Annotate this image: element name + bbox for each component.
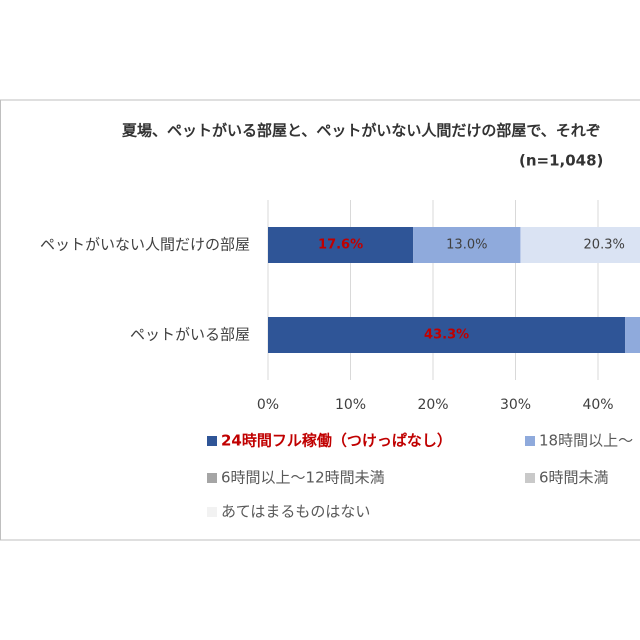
x-tick-label: 40% — [582, 397, 613, 413]
legend-label: 24時間フル稼働（つけっぱなし） — [221, 432, 452, 450]
x-tick-label: 30% — [500, 397, 531, 413]
chart-title: 夏場、ペットがいる部屋と、ペットがいない人間だけの部屋で、それぞ — [121, 122, 601, 140]
legend-swatch — [207, 507, 217, 517]
data-label: 43.3% — [424, 328, 469, 343]
legend-swatch — [207, 436, 217, 446]
bar-segment — [413, 227, 521, 263]
bar-segment — [625, 317, 640, 353]
y-tick-label: ペットがいない人間だけの部屋 — [40, 236, 250, 254]
x-tick-label: 0% — [257, 397, 279, 413]
x-tick-label: 10% — [335, 397, 366, 413]
chart-subtitle: (n=1,048) — [519, 152, 603, 170]
legend-label: 6時間未満 — [539, 469, 609, 487]
legend-swatch — [525, 436, 535, 446]
legend-label: あてはまるものはない — [221, 503, 370, 521]
y-tick-label: ペットがいる部屋 — [130, 326, 250, 344]
bar-segment — [520, 227, 640, 263]
legend-swatch — [525, 473, 535, 483]
x-tick-label: 20% — [417, 397, 448, 413]
legend-label: 18時間以上～ — [539, 432, 633, 450]
data-label: 17.6% — [318, 238, 363, 253]
bar-segment — [268, 227, 414, 263]
legend-swatch — [207, 473, 217, 483]
legend-label: 6時間以上～12時間未満 — [221, 469, 385, 487]
data-label: 20.3% — [584, 238, 625, 253]
data-label: 13.0% — [446, 238, 487, 253]
bar-segment — [268, 317, 626, 353]
